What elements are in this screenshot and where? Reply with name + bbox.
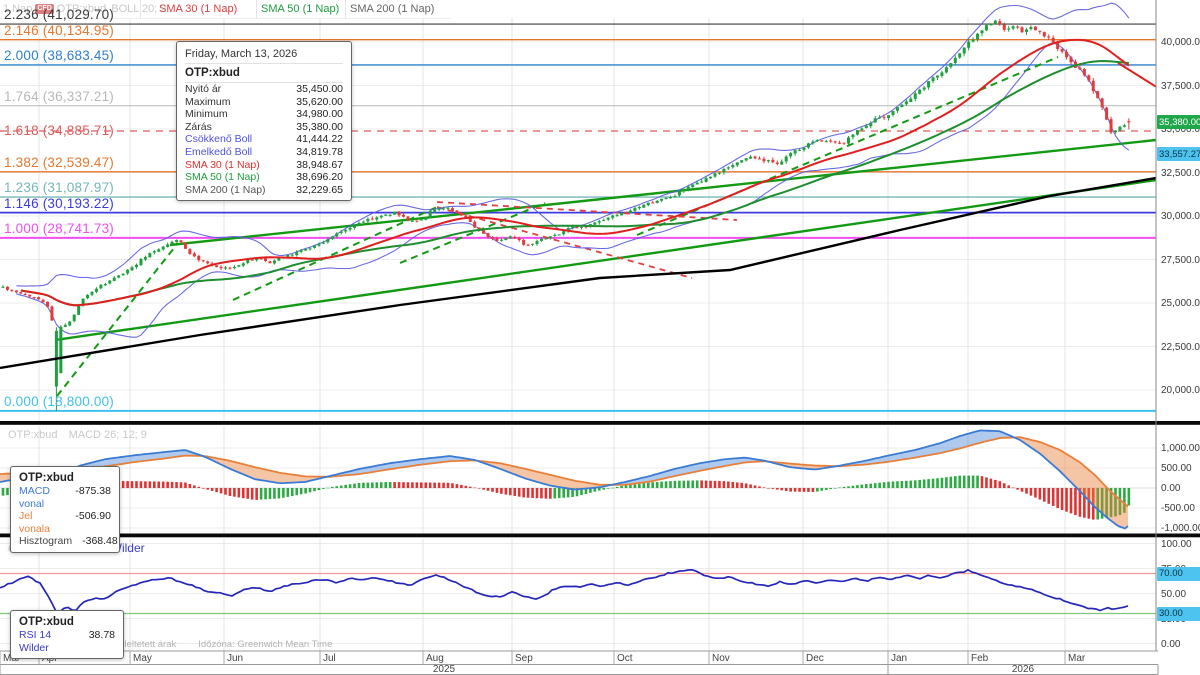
month-label: Dec: [806, 653, 824, 664]
fib-level-label: 0.000 (18,800.00): [4, 393, 114, 409]
tooltip-row: MACD vonal -875.38: [19, 485, 111, 510]
month-label: Feb: [971, 653, 989, 664]
tooltip-symbol: OTP:xbud: [185, 64, 343, 83]
candlesticks: [1, 18, 1131, 411]
sma50-line: [20, 59, 1129, 307]
month-label: Mar: [1068, 653, 1086, 664]
price-tick-label: 40,000.00: [1161, 37, 1200, 48]
symbol-label: OTP:xbud: [56, 2, 107, 15]
rsi-tooltip-value: 38.78: [88, 629, 115, 641]
macd-tick-label: -500.00: [1161, 503, 1195, 514]
tooltip-row: SMA 30 (1 Nap) 38,948.67: [185, 158, 343, 171]
fib-level-label: 1.000 (28,741.73): [4, 220, 114, 236]
fib-level-label: 1.382 (32,539.47): [4, 154, 114, 170]
cfd-badge: CFD: [35, 3, 54, 14]
macd-signal-line: [0, 436, 1129, 508]
year-label: 2026: [1011, 664, 1035, 675]
month-label: Jul: [323, 653, 336, 664]
fib-level-label: 1.618 (34,885.71): [4, 122, 114, 138]
rsi-overbought-badge: 70.00: [1157, 566, 1200, 581]
legend-sma30-cell[interactable]: SMA 30 (1 Nap): [141, 0, 257, 19]
macd-line: [0, 429, 1129, 530]
rsi-line: [0, 568, 1129, 613]
chart-legend-row: 1 Nap CFD OTP:xbud BOLL 20; 2 SMA 30 (1 …: [0, 0, 451, 19]
sma50-legend-label: SMA 50 (1 Nap): [261, 2, 340, 15]
rsi-tooltip-row: RSI 14 Wilder 38.78: [19, 629, 115, 654]
tooltip-row: SMA 50 (1 Nap) 38,696.20: [185, 171, 343, 184]
month-label: Sep: [515, 653, 533, 664]
rsi-tick-label: 50.00: [1161, 588, 1187, 600]
fib-level-label: 2.000 (38,683.45): [4, 47, 114, 63]
tooltip-row: Emelkedő Boll 34,819.78: [185, 145, 343, 158]
year-label: 2025: [432, 664, 456, 675]
macd-legend: OTP:xbud MACD 26; 12; 9: [8, 429, 147, 441]
price-plot-area[interactable]: [0, 2, 1158, 411]
price-tick-label: 25,000.00: [1161, 298, 1200, 309]
tooltip-row: Jel vonala -506.90: [19, 510, 111, 535]
price-tick-label: 37,500.00: [1161, 80, 1200, 92]
tooltip-row: Hisztogram -368.48: [19, 535, 118, 548]
tooltip-row: Nyitó ár 35,450.00: [185, 83, 343, 95]
rsi-tooltip-symbol: OTP:xbud: [19, 616, 74, 628]
fib-level-label: 1.236 (31,087.97): [4, 180, 114, 196]
macd-tooltip-symbol: OTP:xbud: [19, 472, 74, 484]
fib-level-label: 2.236 (41,029.70): [4, 7, 114, 23]
legend-sma200-cell[interactable]: SMA 200 (1 Nap): [346, 0, 451, 19]
month-label: Nov: [712, 653, 730, 664]
tooltip-row: SMA 200 (1 Nap) 32,229.65: [185, 183, 343, 196]
tooltip-date: Friday, March 13, 2026: [185, 46, 343, 64]
macd-tick-label: -1,000.00: [1161, 523, 1200, 534]
rsi-tick-label: 0.00: [1161, 638, 1181, 650]
rsi-tooltip-label: RSI 14 Wilder: [19, 629, 52, 654]
sma30-line: [20, 38, 1130, 307]
macd-legend-name: MACD 26; 12; 9: [68, 429, 147, 441]
rsi-plot-area[interactable]: [0, 568, 1156, 615]
price-tick-label: 22,500.00: [1161, 341, 1200, 353]
tooltip-row: Csökkenő Boll 41,444.22: [185, 133, 343, 146]
rsi-oversold-badge: 30.00: [1157, 606, 1200, 621]
last-price-badge: 35,380.00: [1157, 115, 1200, 130]
sma30-legend-label: SMA 30 (1 Nap): [159, 2, 238, 15]
fib-level-label: 2.146 (40,134.95): [4, 22, 114, 38]
sma200-line: [0, 176, 1156, 370]
timezone-note: Időzóna: Greenwich Mean Time: [198, 639, 333, 650]
legend-sma50-cell[interactable]: SMA 50 (1 Nap): [257, 0, 346, 19]
fib-level-label: 1.764 (36,337.21): [4, 88, 114, 104]
macd-plot-area[interactable]: [0, 429, 1156, 530]
timeframe-label: 1 Nap: [3, 2, 33, 15]
macd-tooltip: OTP:xbud MACD vonal -875.38 Jel vonala -506…: [10, 466, 120, 553]
data-window-tooltip: Friday, March 13, 2026 OTP:xbud Nyitó ár…: [176, 41, 352, 202]
price-tick-label: 32,500.00: [1161, 167, 1200, 179]
tooltip-row: Zárás 35,380.00: [185, 120, 343, 133]
level-price-badge: 33,557.27: [1157, 147, 1200, 162]
price-tick-label: 35,000.00: [1161, 124, 1200, 135]
tooltip-row: Minimum 34,980.00: [185, 108, 343, 121]
tooltip-row: Maximum 35,620.00: [185, 95, 343, 108]
price-tick-label: 20,000.00: [1161, 385, 1200, 396]
legend-symbol-cell[interactable]: 1 Nap CFD OTP:xbud BOLL 20; 2: [0, 0, 167, 19]
month-label: May: [133, 653, 152, 664]
macd-tick-label: 1,000.00: [1161, 443, 1200, 454]
month-label: Aug: [426, 653, 444, 664]
fibonacci-lines: [0, 23, 1156, 412]
sma200-legend-label: SMA 200 (1 Nap): [350, 2, 435, 15]
macd-tick-label: 500.00: [1161, 463, 1192, 474]
rsi-tooltip: OTP:xbud RSI 14 Wilder 38.78: [10, 610, 124, 660]
month-label: Oct: [617, 653, 633, 664]
month-label: Jan: [891, 653, 908, 664]
price-tick-label: 30,000.00: [1161, 211, 1200, 222]
boll-legend-label: BOLL 20; 2: [111, 2, 167, 15]
month-label: Jun: [227, 653, 244, 664]
price-tick-label: 27,500.00: [1161, 254, 1200, 266]
rsi-tick-label: 100.00: [1161, 538, 1192, 550]
fib-level-label: 1.146 (30,193.22): [4, 195, 114, 211]
macd-legend-symbol: OTP:xbud: [8, 429, 58, 441]
macd-tick-label: 0.00: [1161, 483, 1181, 494]
